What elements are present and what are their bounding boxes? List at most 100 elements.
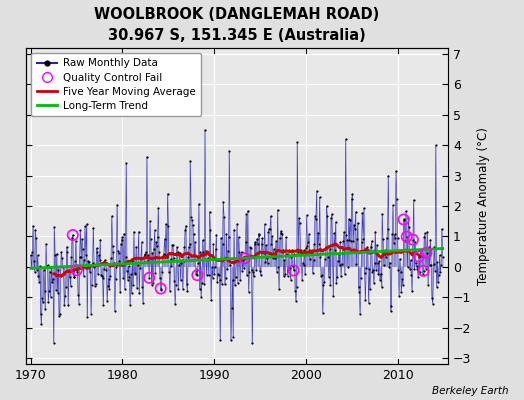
Point	[340, 229, 348, 235]
Point	[144, 258, 152, 264]
Point	[222, 230, 231, 237]
Point	[242, 211, 250, 217]
Point	[382, 254, 390, 260]
Point	[112, 276, 120, 282]
Point	[107, 255, 115, 261]
Point	[334, 251, 343, 258]
Point	[256, 268, 264, 274]
Point	[105, 276, 113, 282]
Point	[35, 278, 43, 285]
Point	[199, 249, 208, 256]
Point	[30, 268, 39, 275]
Point	[309, 256, 318, 263]
Point	[344, 216, 353, 222]
Point	[108, 242, 117, 249]
Point	[52, 250, 61, 257]
Point	[162, 254, 171, 260]
Point	[179, 286, 187, 292]
Point	[272, 238, 280, 244]
Point	[277, 228, 285, 234]
Point	[159, 254, 167, 260]
Point	[366, 286, 374, 292]
Point	[304, 239, 312, 246]
Point	[368, 268, 377, 275]
Point	[287, 276, 295, 283]
Point	[326, 282, 334, 288]
Point	[229, 334, 237, 340]
Point	[259, 249, 267, 255]
Point	[363, 244, 371, 251]
Point	[247, 267, 256, 273]
Point	[64, 302, 72, 309]
Point	[34, 272, 42, 279]
Point	[37, 321, 46, 327]
Point	[187, 214, 195, 220]
Point	[72, 238, 80, 244]
Point	[67, 254, 75, 260]
Point	[438, 226, 446, 232]
Point	[234, 234, 243, 240]
Point	[325, 274, 333, 280]
Point	[257, 241, 266, 248]
Point	[143, 154, 151, 160]
Point	[352, 261, 361, 267]
Point	[325, 246, 334, 252]
Point	[337, 273, 345, 279]
Point	[292, 298, 300, 304]
Point	[377, 284, 386, 291]
Point	[155, 249, 163, 255]
Point	[30, 258, 38, 264]
Point	[90, 264, 99, 270]
Point	[95, 252, 103, 258]
Point	[160, 250, 168, 257]
Point	[317, 272, 325, 279]
Point	[99, 274, 107, 281]
Point	[330, 230, 339, 236]
Point	[389, 240, 398, 246]
Point	[396, 256, 404, 262]
Point	[437, 262, 445, 268]
Point	[269, 255, 277, 261]
Point	[149, 280, 157, 287]
Point	[435, 252, 444, 258]
Point	[359, 235, 367, 242]
Point	[34, 252, 42, 258]
Point	[370, 260, 379, 266]
Point	[357, 239, 366, 246]
Point	[152, 238, 160, 245]
Point	[384, 226, 392, 232]
Point	[214, 271, 222, 277]
Point	[132, 243, 140, 250]
Point	[239, 257, 247, 264]
Point	[376, 276, 384, 283]
Point	[295, 215, 303, 222]
Point	[102, 267, 111, 273]
Point	[150, 227, 159, 233]
Point	[97, 271, 105, 278]
Point	[322, 203, 331, 209]
Point	[298, 276, 306, 283]
Point	[140, 259, 148, 265]
Point	[172, 244, 181, 251]
Point	[413, 266, 422, 272]
Point	[177, 260, 185, 266]
Point	[283, 272, 292, 279]
Point	[429, 300, 437, 307]
Point	[390, 231, 399, 238]
Point	[377, 270, 385, 277]
Point	[404, 215, 412, 221]
Point	[151, 270, 159, 276]
Point	[332, 219, 340, 226]
Point	[36, 263, 44, 269]
Point	[223, 266, 232, 272]
Point	[37, 311, 45, 318]
Point	[387, 308, 395, 314]
Point	[347, 238, 355, 245]
Point	[401, 238, 409, 244]
Point	[337, 260, 346, 267]
Point	[399, 216, 408, 223]
Point	[235, 248, 244, 255]
Point	[152, 243, 161, 249]
Point	[92, 280, 100, 287]
Point	[78, 235, 86, 242]
